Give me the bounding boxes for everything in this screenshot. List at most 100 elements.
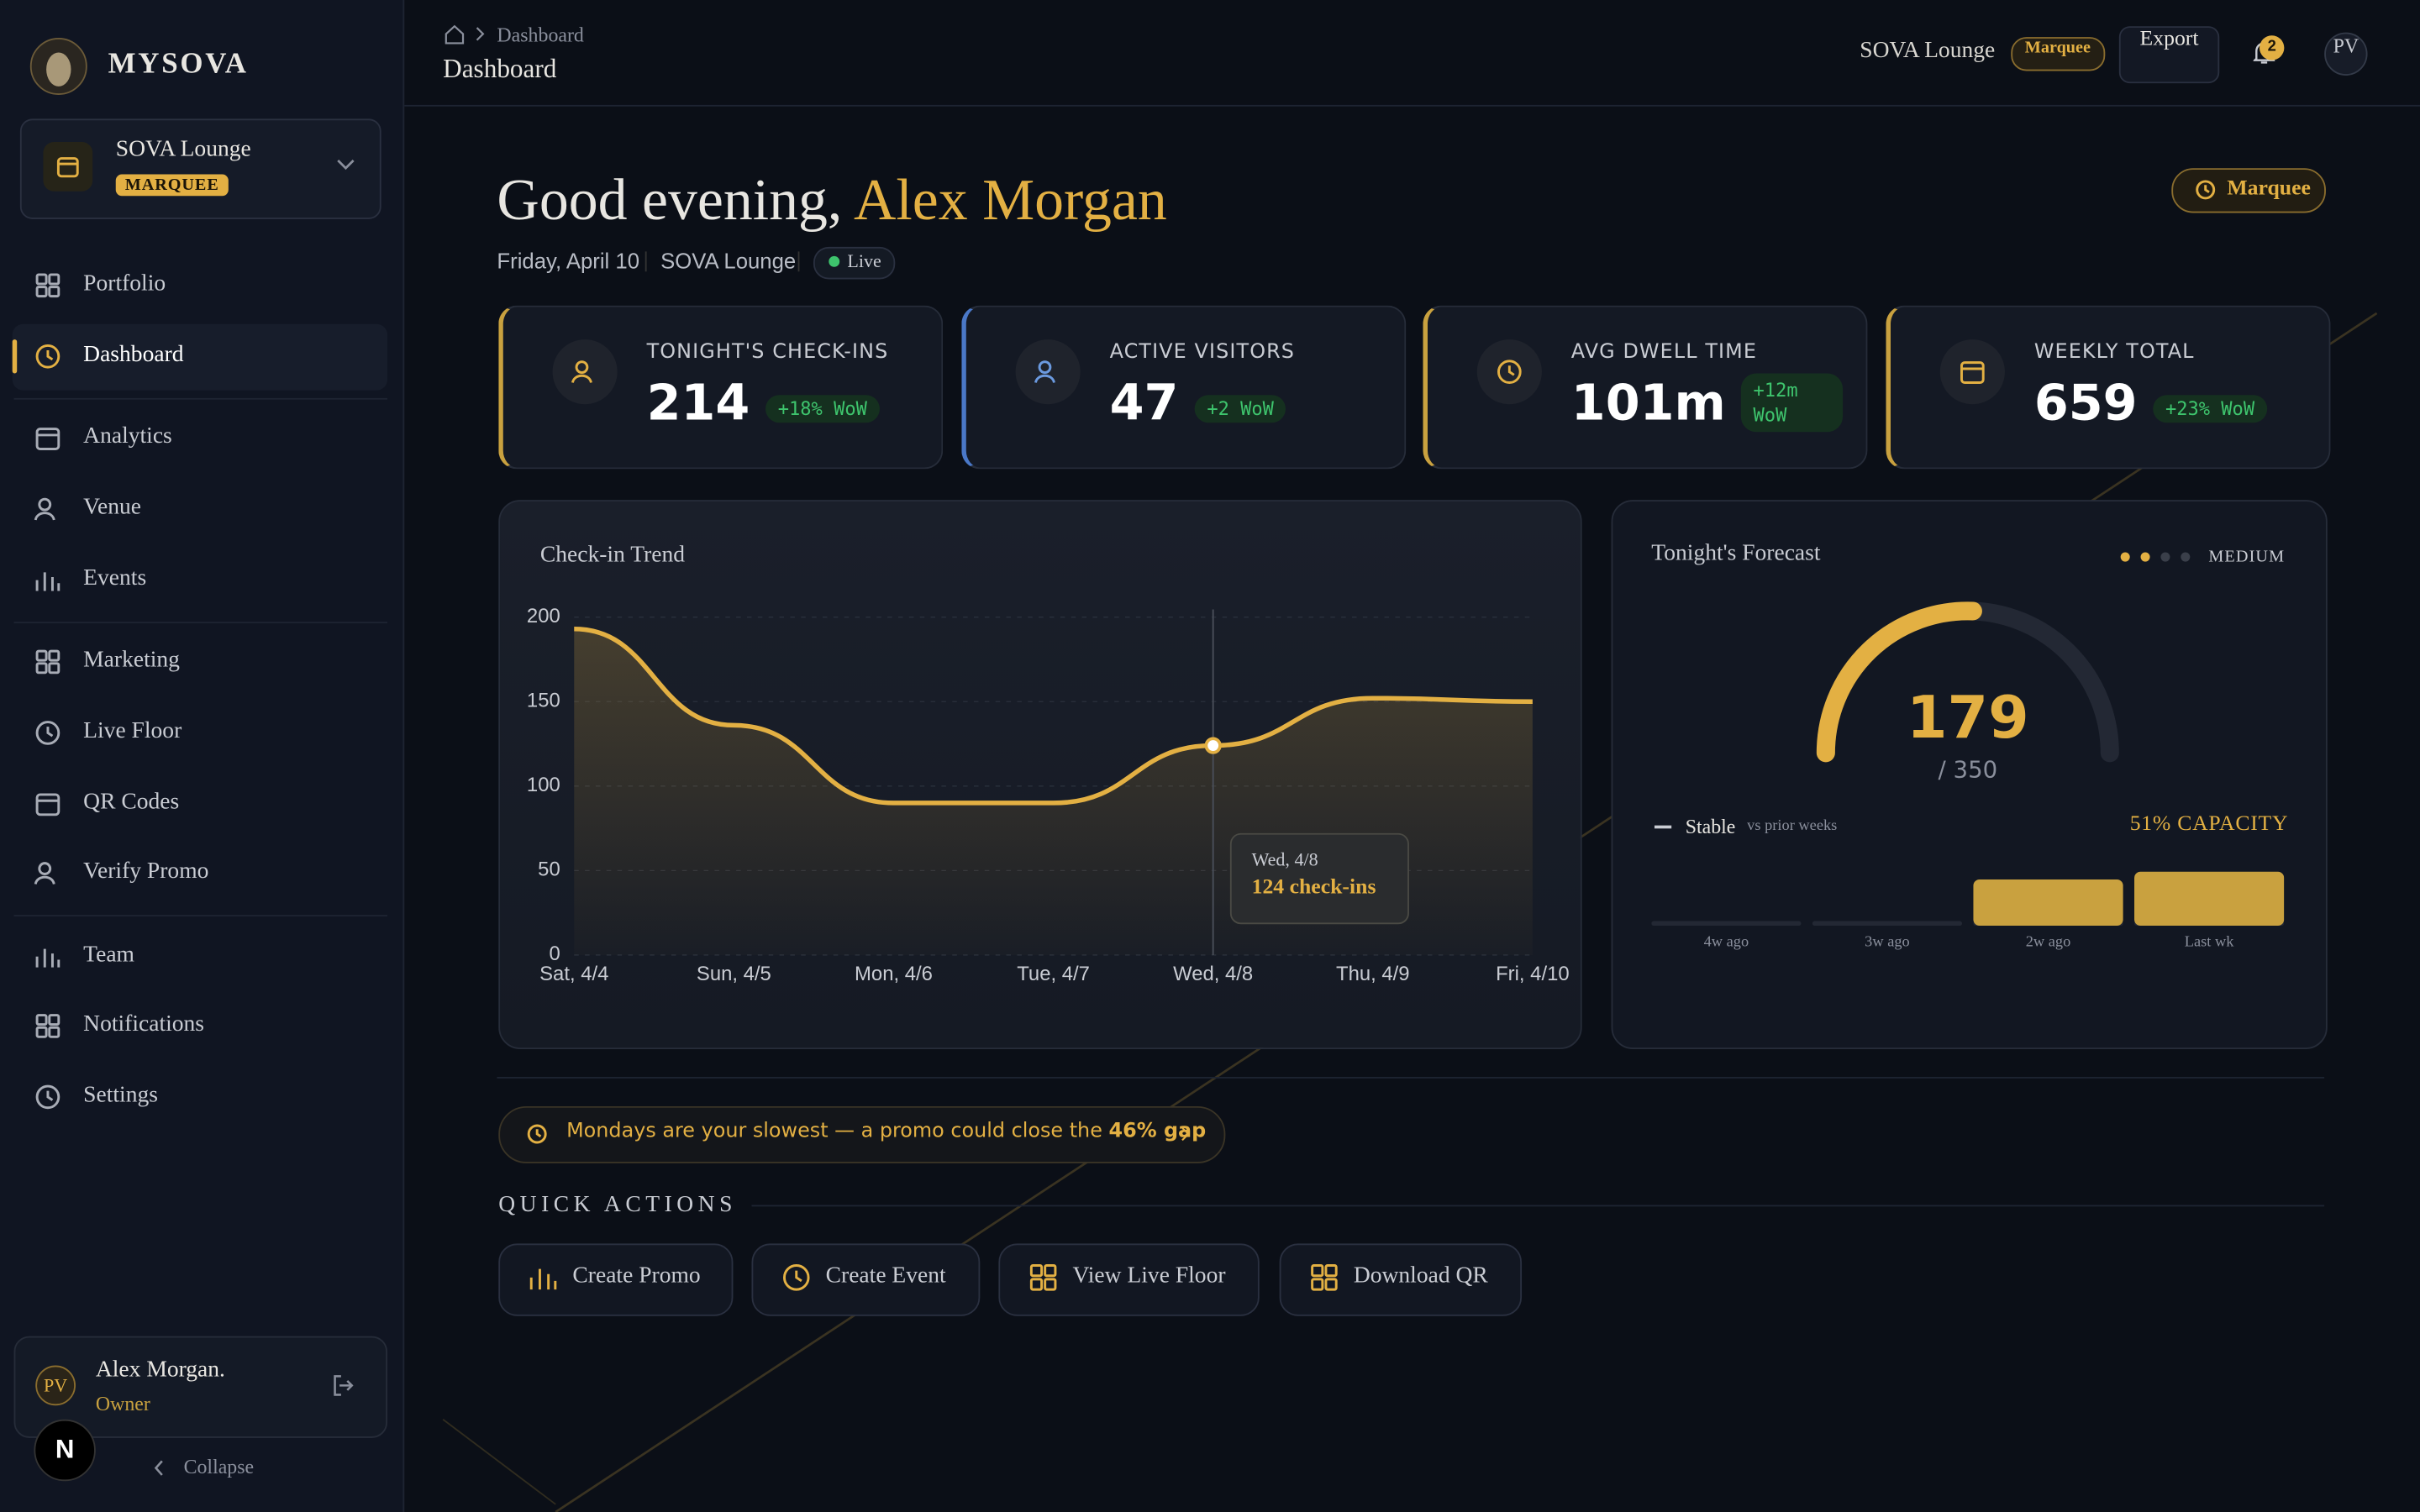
icon-part bbox=[48, 662, 60, 675]
icon-part bbox=[35, 721, 60, 745]
tier-button[interactable] bbox=[2171, 168, 2326, 213]
kpi-delta: +12m WoW bbox=[1740, 373, 1844, 433]
icon-part bbox=[35, 1014, 48, 1026]
icon bbox=[35, 1084, 60, 1110]
icon-part bbox=[1044, 1264, 1057, 1278]
icon-part bbox=[535, 1129, 542, 1138]
icon-part bbox=[35, 286, 48, 298]
collapse[interactable]: Collapse bbox=[183, 1455, 255, 1478]
sep bbox=[797, 251, 800, 272]
greeting-venue: SOVA Lounge bbox=[660, 248, 797, 274]
x-tick-label: Wed, 4/8 bbox=[1173, 963, 1253, 985]
greeting: Good evening, Alex Morgan bbox=[497, 166, 1166, 234]
nav-item[interactable]: Notifications bbox=[83, 1011, 205, 1037]
brand: MYSOVA bbox=[108, 47, 249, 81]
icon-part bbox=[783, 1264, 810, 1291]
logout-path bbox=[334, 1375, 354, 1396]
icon-part bbox=[46, 727, 54, 738]
icon-part bbox=[48, 1014, 60, 1026]
icon-part bbox=[35, 1026, 48, 1038]
nav-item[interactable]: QR Codes bbox=[83, 790, 180, 815]
export-button[interactable]: Export bbox=[2118, 26, 2220, 84]
sidebar bbox=[0, 0, 405, 1512]
quick-action-label: Create Promo bbox=[572, 1263, 701, 1289]
breadcrumb[interactable]: Dashboard bbox=[497, 23, 584, 47]
nav-separator bbox=[13, 915, 388, 917]
user-role: Owner bbox=[95, 1391, 150, 1415]
x-tick-label: Mon, 4/6 bbox=[855, 963, 933, 985]
trend-note: vs prior weeks bbox=[1747, 817, 1838, 835]
history-track bbox=[1812, 921, 1963, 927]
icon-part bbox=[35, 572, 60, 591]
greeting-prefix: Good evening, bbox=[497, 168, 843, 234]
quick-action-label: View Live Floor bbox=[1072, 1263, 1226, 1289]
nav-item[interactable]: Team bbox=[83, 942, 134, 968]
nav-item[interactable]: Live Floor bbox=[83, 718, 182, 744]
home-icon bbox=[445, 24, 465, 45]
nav-separator bbox=[13, 397, 388, 400]
icon bbox=[1960, 361, 1985, 384]
icon-part bbox=[48, 649, 60, 662]
header-avatar[interactable]: PV bbox=[2324, 32, 2368, 76]
kpi-value: 47 bbox=[1109, 373, 1179, 433]
icon bbox=[35, 273, 60, 298]
icon bbox=[571, 360, 592, 384]
chart-title: Check-in Trend bbox=[539, 543, 686, 568]
level-dot bbox=[2160, 552, 2170, 562]
history-track bbox=[1651, 921, 1802, 927]
nav-active-bar bbox=[12, 339, 18, 374]
tooltip-text: 124 check-ins bbox=[1251, 876, 1376, 900]
gauge bbox=[1816, 601, 2119, 763]
kpi-label: TONIGHT'S CHECK-INS bbox=[646, 340, 889, 365]
venue-icon-box bbox=[43, 141, 93, 192]
x-tick-label: Thu, 4/9 bbox=[1336, 963, 1410, 985]
icon bbox=[35, 1014, 60, 1038]
insight-highlight: 46% gap bbox=[1108, 1120, 1207, 1144]
nav-item[interactable]: Verify Promo bbox=[83, 859, 209, 885]
icon-part bbox=[34, 512, 55, 521]
notification-count[interactable]: 2 bbox=[2259, 35, 2285, 60]
quick-action-label: Create Event bbox=[825, 1263, 946, 1289]
kpi-label: ACTIVE VISITORS bbox=[1109, 340, 1296, 365]
greeting-date: Friday, April 10 bbox=[497, 248, 640, 274]
icon-part bbox=[1497, 360, 1522, 384]
capacity: 51% CAPACITY bbox=[2129, 812, 2289, 837]
icon-part bbox=[2204, 185, 2210, 193]
y-tick-label: 150 bbox=[527, 690, 560, 712]
nav-item[interactable]: Marketing bbox=[83, 648, 180, 673]
kpi-delta: +18% WoW bbox=[765, 395, 880, 423]
history-bar bbox=[2134, 871, 2285, 927]
nav-item[interactable]: Portfolio bbox=[83, 271, 166, 297]
chev bbox=[476, 27, 485, 41]
icon-part bbox=[1029, 1278, 1044, 1291]
logo bbox=[29, 37, 87, 95]
nav-item[interactable]: Venue bbox=[83, 495, 142, 520]
level-label: MEDIUM bbox=[2208, 548, 2286, 567]
insight-pill[interactable] bbox=[498, 1105, 1226, 1163]
icon-part bbox=[795, 1270, 802, 1283]
x-tick-label: Sun, 4/5 bbox=[697, 963, 771, 985]
icon-part bbox=[48, 1026, 60, 1038]
breadcrumb-sep bbox=[476, 27, 485, 41]
icon-part bbox=[2196, 180, 2216, 200]
icon bbox=[2196, 180, 2216, 200]
header-venue: SOVA Lounge bbox=[1860, 38, 1996, 64]
quick-action[interactable] bbox=[498, 1243, 734, 1316]
nav-item[interactable]: Events bbox=[83, 566, 147, 591]
icon-part bbox=[1034, 374, 1055, 384]
nav-item[interactable]: Analytics bbox=[83, 424, 172, 449]
level-dot bbox=[2140, 552, 2150, 562]
level-dot bbox=[2181, 552, 2191, 562]
history-label: 2w ago bbox=[2026, 932, 2071, 949]
tier-label: Marquee bbox=[2227, 177, 2311, 201]
icon bbox=[529, 1268, 557, 1290]
icon-part bbox=[35, 948, 60, 968]
sep bbox=[644, 251, 647, 272]
icon-part bbox=[527, 1124, 547, 1144]
nav-item[interactable]: Settings bbox=[83, 1083, 158, 1108]
kpi-value: 659 bbox=[2033, 373, 2138, 433]
icon bbox=[35, 793, 60, 816]
nav-item[interactable]: Dashboard bbox=[83, 342, 184, 368]
quick-action[interactable] bbox=[751, 1243, 981, 1316]
